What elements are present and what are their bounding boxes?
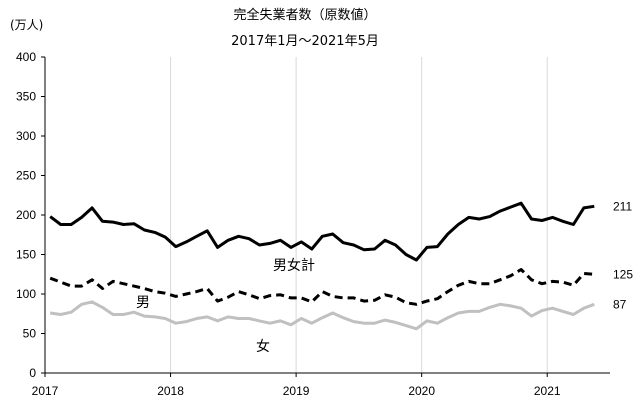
ytick-label-50: 50 <box>23 327 37 341</box>
ytick-label-200: 200 <box>16 208 36 222</box>
annotation-male: 男 <box>136 295 150 311</box>
ytick-label-400: 400 <box>16 50 36 64</box>
chart-title: 完全失業者数（原数値） <box>233 7 376 23</box>
end-label-total: 211 <box>613 199 632 213</box>
series-line-male <box>49 268 595 306</box>
xtick-label-2021: 2021 <box>534 384 561 398</box>
end-label-female: 87 <box>613 297 627 311</box>
xtick-label-2020: 2020 <box>408 384 435 398</box>
ytick-label-250: 250 <box>16 169 36 183</box>
xtick-label-2017: 2017 <box>32 384 59 398</box>
series-line-total <box>49 201 595 262</box>
annotation-total: 男女計 <box>273 257 315 274</box>
end-label-male: 125 <box>613 267 633 281</box>
ytick-label-100: 100 <box>16 287 36 301</box>
end-labels: 87 125 211 <box>613 199 633 311</box>
axes: 2017 2018 2019 2020 2021 0 50 100 150 200 250 300 35… <box>16 50 610 398</box>
ytick-label-150: 150 <box>16 248 36 262</box>
ytick-label-350: 350 <box>16 90 36 104</box>
series-line-female <box>49 300 595 331</box>
unit-label: (万人) <box>10 18 43 32</box>
chart-subtitle: 2017年1月～2021年5月 <box>231 34 379 49</box>
annotation-female: 女 <box>256 338 270 355</box>
series-lines <box>49 201 595 331</box>
xtick-label-2018: 2018 <box>157 384 184 398</box>
ytick-label-0: 0 <box>29 366 36 380</box>
xtick-label-2019: 2019 <box>283 384 310 398</box>
ytick-label-300: 300 <box>16 129 36 143</box>
